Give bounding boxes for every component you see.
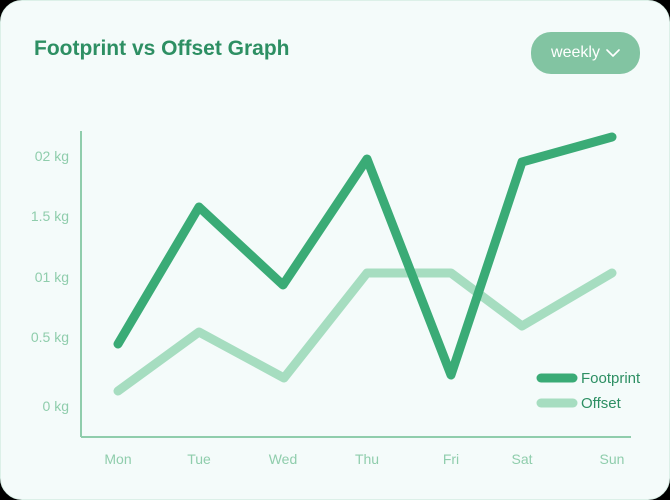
svg-text:Footprint: Footprint: [581, 370, 641, 387]
svg-text:Offset: Offset: [581, 395, 622, 412]
svg-text:0 kg: 0 kg: [43, 398, 69, 414]
svg-text:Mon: Mon: [104, 451, 131, 467]
svg-text:Fri: Fri: [443, 451, 459, 467]
svg-text:0.5 kg: 0.5 kg: [31, 329, 69, 345]
svg-text:Sat: Sat: [511, 451, 532, 467]
svg-text:02 kg: 02 kg: [35, 148, 69, 164]
svg-text:1.5 kg: 1.5 kg: [31, 208, 69, 224]
svg-text:Sun: Sun: [600, 451, 625, 467]
svg-text:Thu: Thu: [355, 451, 379, 467]
svg-text:Wed: Wed: [269, 451, 298, 467]
svg-text:01 kg: 01 kg: [35, 269, 69, 285]
svg-text:Tue: Tue: [187, 451, 211, 467]
